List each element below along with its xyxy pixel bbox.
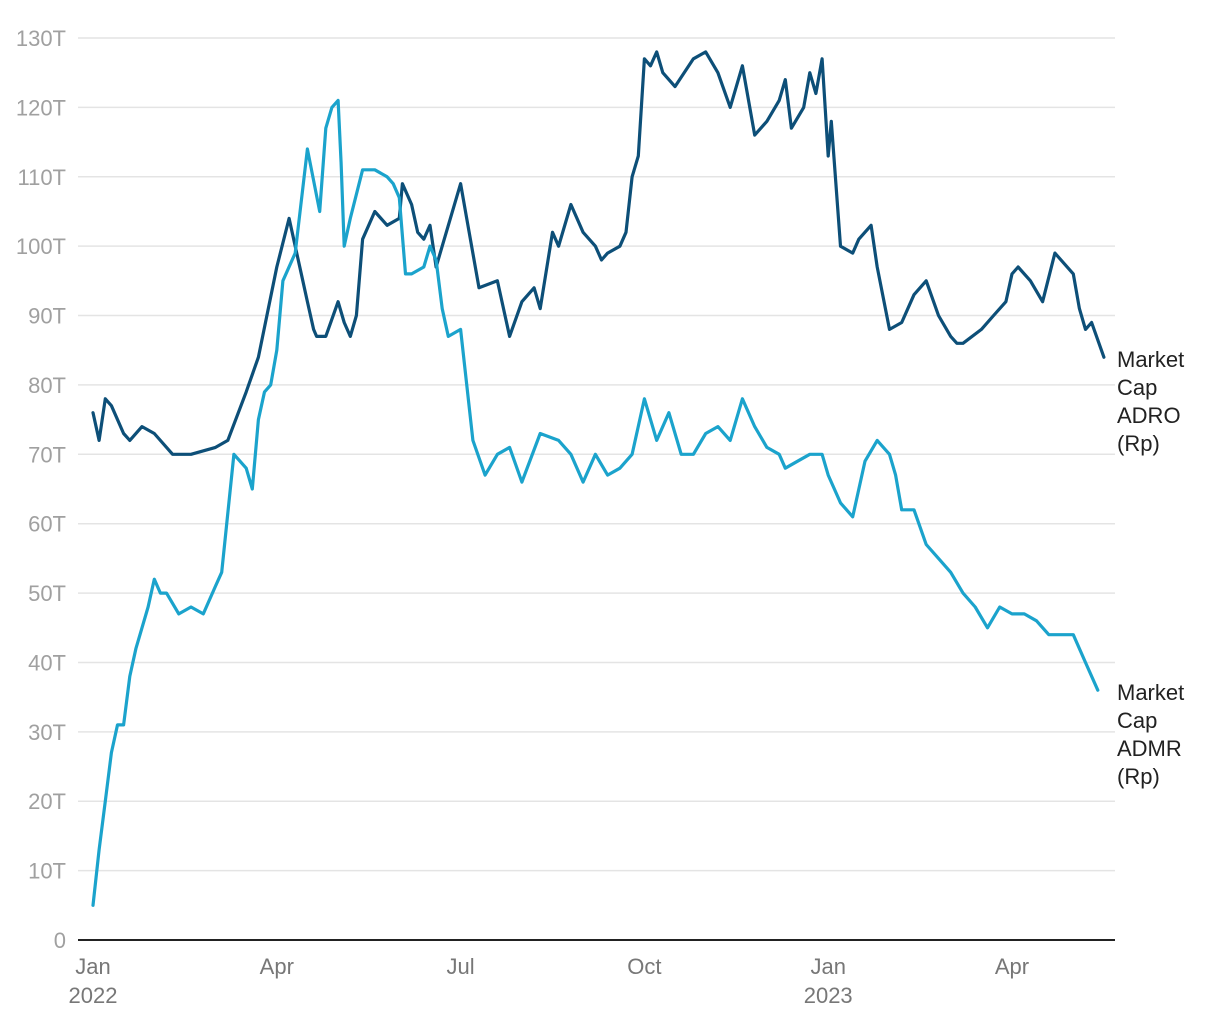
- y-tick-label: 0: [54, 928, 66, 953]
- series-lines: [91, 50, 1106, 907]
- y-tick-label: 50T: [28, 581, 66, 606]
- x-tick-label: Apr: [995, 954, 1029, 979]
- y-tick-label: 10T: [28, 859, 66, 884]
- x-tick-label: Jan: [810, 954, 845, 979]
- y-axis-ticks: 0 10T 20T 30T 40T 50T 60T 70T 80T 90T 100T 110T 120T…: [16, 26, 66, 953]
- y-tick-label: 100T: [16, 234, 66, 259]
- series-label-adro: ADRO: [1117, 403, 1181, 428]
- series-line-adro: [91, 50, 1106, 456]
- y-tick-label: 90T: [28, 304, 66, 329]
- gridlines: [78, 37, 1115, 872]
- y-tick-label: 40T: [28, 650, 66, 675]
- series-label-admr: ADMR: [1117, 736, 1182, 761]
- x-tick-year: 2023: [804, 983, 853, 1008]
- y-tick-label: 120T: [16, 95, 66, 120]
- series-line-admr: [91, 98, 1100, 907]
- series-label-admr: (Rp): [1117, 764, 1160, 789]
- y-tick-label: 70T: [28, 442, 66, 467]
- y-tick-label: 20T: [28, 789, 66, 814]
- series-labels: Market Cap ADRO (Rp) Market Cap ADMR (Rp): [1117, 347, 1184, 789]
- x-tick-label: Oct: [627, 954, 661, 979]
- y-tick-label: 130T: [16, 26, 66, 51]
- series-label-adro: (Rp): [1117, 431, 1160, 456]
- y-tick-label: 110T: [17, 165, 66, 190]
- series-label-adro: Cap: [1117, 375, 1157, 400]
- y-tick-label: 60T: [28, 512, 66, 537]
- series-label-admr: Cap: [1117, 708, 1157, 733]
- series-label-admr: Market: [1117, 680, 1184, 705]
- y-tick-label: 80T: [28, 373, 66, 398]
- x-tick-label: Jan: [75, 954, 110, 979]
- series-label-adro: Market: [1117, 347, 1184, 372]
- x-tick-year: 2022: [69, 983, 118, 1008]
- x-tick-label: Jul: [447, 954, 475, 979]
- x-axis-ticks: Jan 2022 Apr Jul Oct Jan 2023 Apr: [69, 954, 1030, 1008]
- x-tick-label: Apr: [260, 954, 294, 979]
- y-tick-label: 30T: [28, 720, 66, 745]
